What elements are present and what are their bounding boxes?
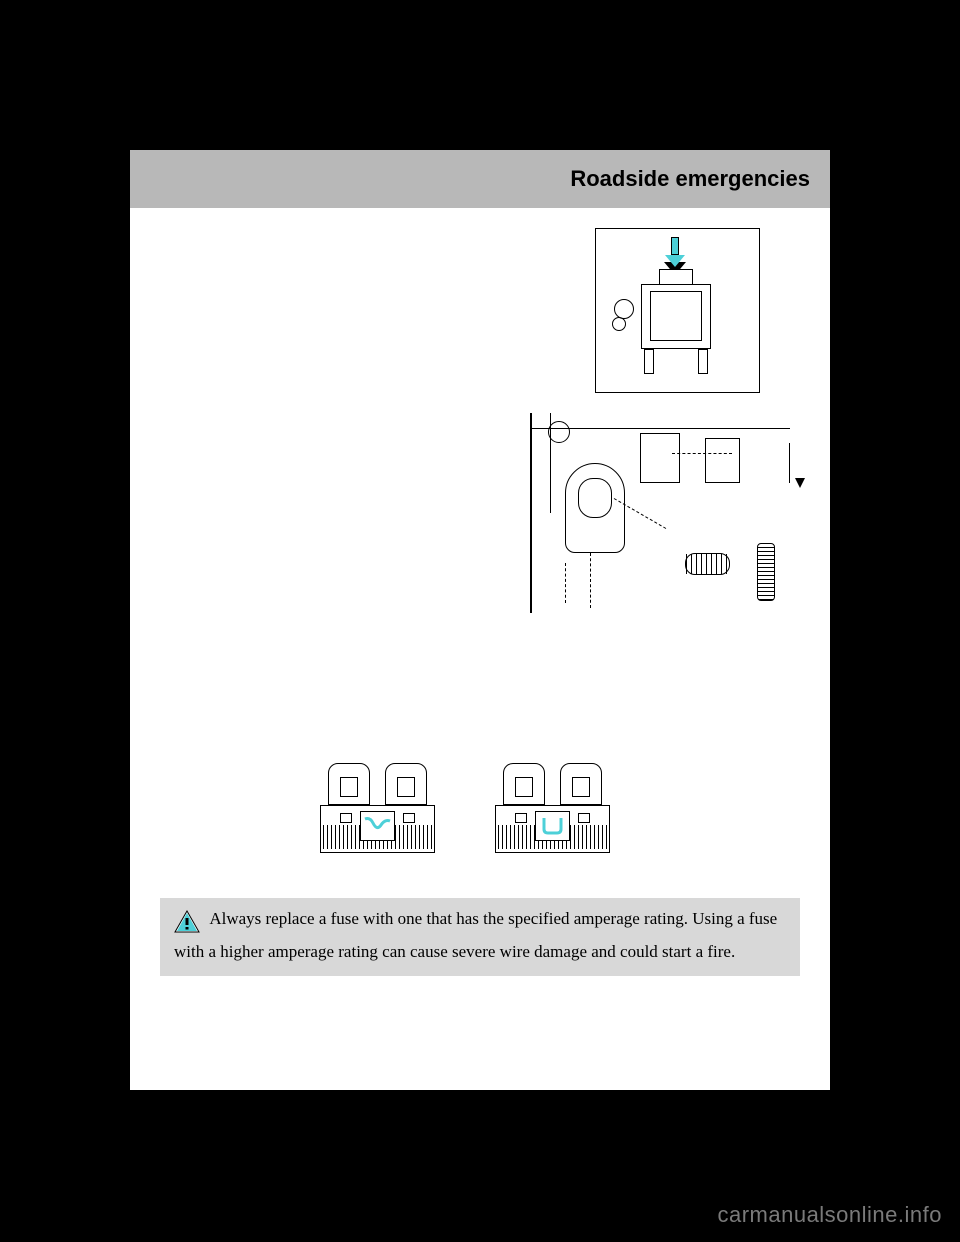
switch-connectors — [644, 349, 708, 374]
switch-location-icon — [705, 438, 740, 483]
vehicle-footwell-diagram — [510, 413, 800, 633]
fuse-wire-broken-icon — [538, 815, 567, 835]
press-down-arrow-icon — [671, 237, 685, 267]
callout-leader — [672, 453, 732, 454]
switch-inset-diagram — [595, 228, 760, 393]
warning-icon — [174, 910, 200, 941]
mounting-hole-icon — [612, 317, 626, 331]
fuse-wire-intact-icon — [363, 815, 392, 835]
fuse-blown — [495, 763, 610, 858]
manual-page: Roadside emergencies — [130, 150, 830, 1090]
warning-text: Always replace a fuse with one that has … — [174, 909, 777, 961]
accelerator-pedal-icon — [757, 543, 775, 601]
watermark: carmanualsonline.info — [717, 1202, 942, 1228]
page-content: Always replace a fuse with one that has … — [130, 208, 830, 248]
fuse-good — [320, 763, 435, 858]
switch-face — [650, 291, 702, 341]
brake-pedal-icon — [685, 553, 730, 575]
mounting-hole-icon — [614, 299, 634, 319]
warning-callout: Always replace a fuse with one that has … — [160, 898, 800, 976]
chapter-title: Roadside emergencies — [570, 166, 810, 192]
fuse-comparison-diagram — [320, 763, 640, 863]
chapter-header: Roadside emergencies — [130, 150, 830, 208]
vent-icon — [548, 421, 570, 443]
